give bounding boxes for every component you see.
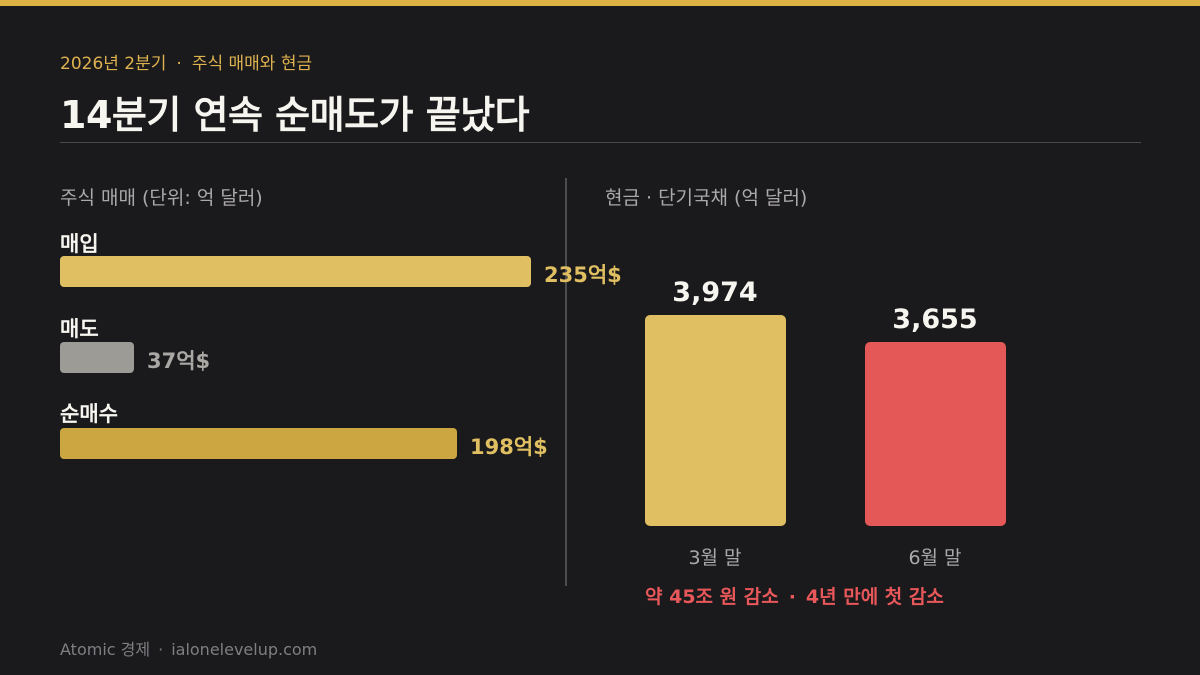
panel-divider — [565, 178, 567, 586]
accent-top-bar — [0, 0, 1200, 6]
cash-bar-0 — [645, 315, 786, 526]
kicker: 2026년 2분기 · 주식 매매와 현금 — [60, 49, 312, 74]
trade-bar-1 — [60, 342, 134, 373]
x-tick-label-0: 3월 말 — [688, 547, 742, 569]
trade-value-label-1: 37억$ — [147, 349, 211, 373]
cash-value-label-0: 3,974 — [672, 277, 758, 308]
kicker-separator: · — [176, 54, 182, 74]
note-separator: · — [788, 586, 796, 608]
cash-change-note: 약 45조 원 감소 · 4년 만에 첫 감소 — [645, 582, 944, 609]
bar-label-2: 순매수 — [60, 402, 118, 426]
right-chart-title: 현금 · 단기국채 (억 달러) — [605, 187, 808, 209]
left-chart-title: 주식 매매 (단위: 억 달러) — [60, 187, 263, 209]
cash-bar-1 — [865, 342, 1006, 526]
footer: Atomic 경제 · ialonelevelup.com — [60, 636, 317, 660]
title-divider — [60, 142, 1141, 143]
bar-label-1: 매도 — [60, 317, 99, 341]
x-tick-label-1: 6월 말 — [908, 547, 962, 569]
footer-site: ialonelevelup.com — [171, 640, 318, 659]
note-decrease: 약 45조 원 감소 — [645, 586, 779, 608]
trade-value-label-2: 198억$ — [470, 435, 548, 459]
note-first-decline: 4년 만에 첫 감소 — [805, 586, 944, 608]
cash-value-label-1: 3,655 — [892, 304, 978, 335]
trade-value-label-0: 235억$ — [544, 263, 622, 287]
trade-bar-2 — [60, 428, 457, 459]
kicker-topic: 주식 매매와 현금 — [191, 54, 313, 74]
footer-brand: Atomic 경제 — [60, 640, 151, 659]
page-title: 14분기 연속 순매도가 끝났다 — [60, 93, 530, 137]
footer-separator: · — [158, 640, 164, 659]
bar-label-0: 매입 — [60, 232, 99, 256]
trade-bar-0 — [60, 256, 531, 287]
kicker-period: 2026년 2분기 — [60, 54, 167, 74]
